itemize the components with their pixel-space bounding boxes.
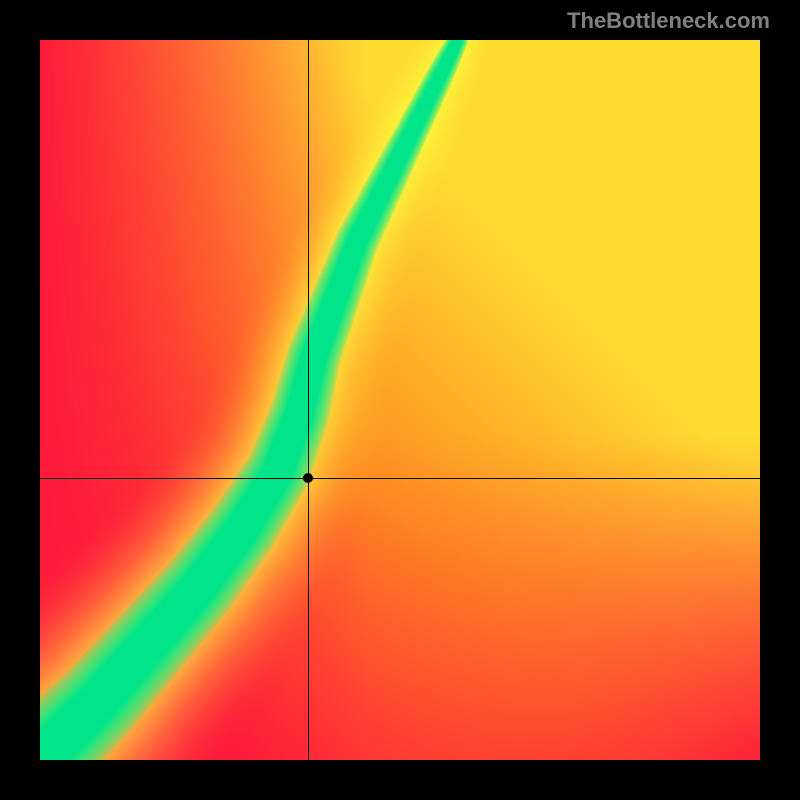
heatmap-plot [40, 40, 760, 760]
heatmap-canvas [40, 40, 760, 760]
crosshair-vertical [308, 40, 309, 760]
crosshair-point [303, 473, 313, 483]
watermark-text: TheBottleneck.com [567, 8, 770, 34]
crosshair-horizontal [40, 478, 760, 479]
